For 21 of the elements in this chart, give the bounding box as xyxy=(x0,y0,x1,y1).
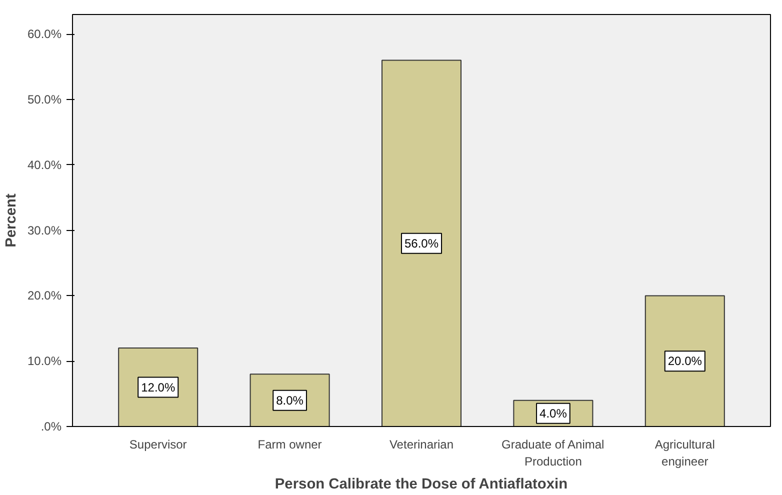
x-tick-label: Veterinarian xyxy=(389,438,454,452)
data-label: 56.0% xyxy=(404,236,439,250)
data-label: 8.0% xyxy=(276,393,304,408)
data-label: 20.0% xyxy=(668,354,702,368)
y-tick-label: .0% xyxy=(40,420,62,434)
y-tick-label: 30.0% xyxy=(27,223,62,238)
bar xyxy=(644,295,725,426)
y-tick-label: 20.0% xyxy=(27,288,62,303)
data-label: 4.0% xyxy=(540,406,568,420)
y-tick-label: 10.0% xyxy=(27,354,62,368)
y-tick-label: 60.0% xyxy=(27,27,62,42)
x-axis-title: Person Calibrate the Dose of Antiaflatoxin xyxy=(274,476,568,492)
bar xyxy=(381,60,462,426)
y-axis-title: Percent xyxy=(3,194,20,248)
x-tick-label: Farm owner xyxy=(258,438,322,452)
x-tick-label: Agricultural engineer xyxy=(654,438,715,468)
data-label: 12.0% xyxy=(141,380,176,394)
x-tick-label: Graduate of Animal Production xyxy=(502,438,604,468)
x-tick-label: Supervisor xyxy=(129,438,187,452)
y-tick-label: 40.0% xyxy=(27,158,62,172)
y-tick-label: 50.0% xyxy=(27,92,62,107)
